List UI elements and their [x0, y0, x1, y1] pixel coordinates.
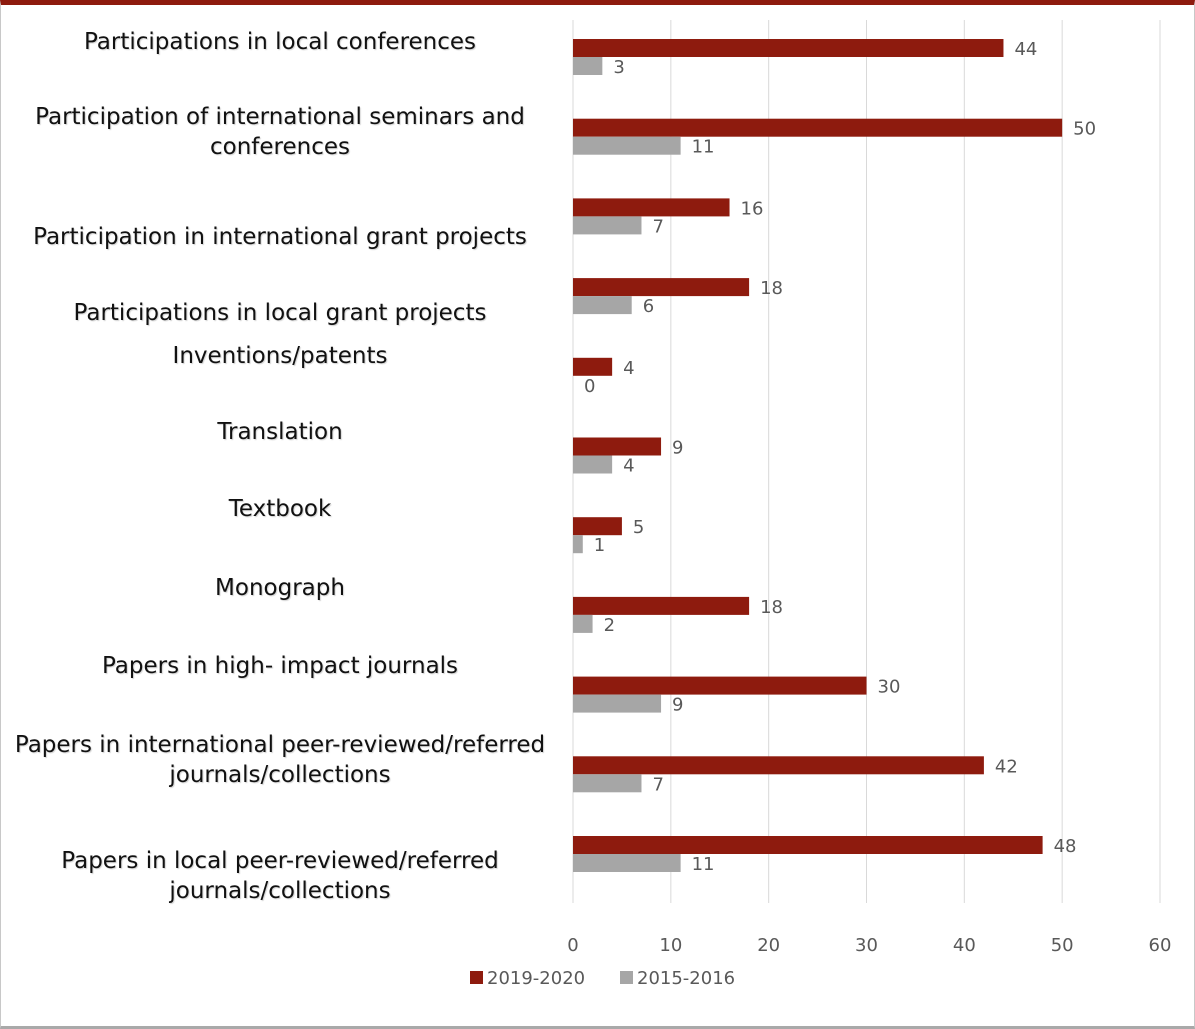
- bar: [573, 357, 613, 376]
- category-label: Monograph: [215, 575, 345, 601]
- data-label: 7: [652, 216, 663, 237]
- bar: [573, 694, 662, 713]
- data-label: 11: [692, 137, 715, 158]
- data-label: 9: [672, 695, 683, 716]
- data-label: 5: [633, 517, 644, 538]
- bar: [573, 118, 1063, 137]
- x-tick-label: 50: [1051, 935, 1074, 956]
- data-label: 18: [760, 597, 783, 618]
- data-label: 42: [995, 756, 1018, 777]
- category-label: Papers in international peer-reviewed/re…: [14, 732, 546, 788]
- bar: [573, 296, 632, 315]
- x-tick-label: 60: [1149, 935, 1172, 956]
- x-tick-label: 0: [567, 935, 578, 956]
- bar: [573, 39, 1004, 57]
- bar: [573, 535, 583, 554]
- legend-label: 2015-2016: [637, 968, 735, 989]
- bar: [573, 854, 681, 872]
- bar: [573, 216, 642, 235]
- data-label: 4: [623, 456, 634, 477]
- bar: [573, 136, 681, 155]
- category-label: Participations in local grant projects: [73, 300, 487, 326]
- data-label: 44: [1014, 39, 1037, 60]
- bar: [573, 774, 642, 793]
- legend-swatch: [620, 971, 633, 984]
- bar: [573, 676, 867, 695]
- category-label: Translation: [217, 419, 343, 445]
- data-label: 0: [584, 376, 595, 397]
- data-label: 4: [623, 358, 634, 379]
- category-label: Textbook: [228, 496, 332, 522]
- legend-label: 2019-2020: [487, 968, 585, 989]
- category-label: Participation in international grant pro…: [33, 224, 527, 250]
- data-label: 30: [878, 677, 901, 698]
- category-label: Participation of international seminars …: [35, 104, 525, 160]
- data-label: 6: [643, 296, 654, 317]
- category-label: Papers in local peer-reviewed/referred j…: [61, 848, 499, 904]
- bar: [573, 437, 662, 456]
- data-label: 1: [594, 535, 605, 556]
- bar: [573, 596, 750, 615]
- category-label: Papers in high- impact journals: [101, 653, 459, 679]
- x-tick-label: 10: [659, 935, 682, 956]
- bar: [573, 836, 1043, 854]
- data-label: 7: [652, 774, 663, 795]
- bar: [573, 278, 750, 297]
- data-label: 18: [760, 278, 783, 299]
- data-label: 11: [692, 854, 715, 875]
- bar: [573, 198, 730, 217]
- bar: [573, 517, 622, 536]
- bar: [573, 756, 984, 775]
- data-label: 2: [604, 615, 615, 636]
- data-label: 48: [1054, 836, 1077, 857]
- data-label: 16: [741, 198, 764, 219]
- category-label: Participations in local conferences: [83, 29, 477, 55]
- x-tick-label: 20: [757, 935, 780, 956]
- legend-swatch: [470, 971, 483, 984]
- bar: [573, 57, 603, 75]
- x-tick-label: 40: [953, 935, 976, 956]
- bar: [573, 455, 613, 474]
- data-label: 50: [1073, 119, 1096, 140]
- bar: [573, 614, 593, 633]
- data-label: 3: [613, 57, 624, 78]
- category-label: Inventions/patents: [172, 343, 388, 369]
- data-label: 9: [672, 438, 683, 459]
- x-tick-label: 30: [855, 935, 878, 956]
